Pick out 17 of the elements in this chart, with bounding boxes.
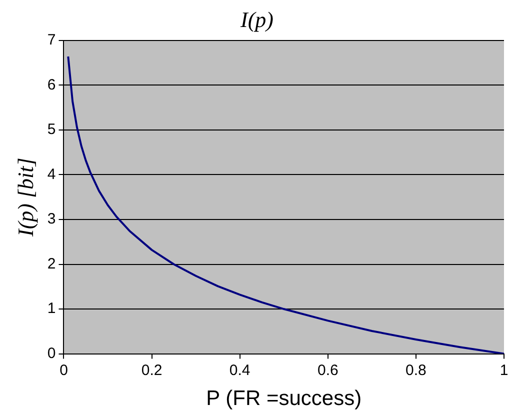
chart-title: I(p) xyxy=(240,6,274,32)
y-axis-title: I(p) [bit] xyxy=(12,158,38,238)
x-tick-label: 1 xyxy=(500,362,508,379)
x-tick-label: 0.2 xyxy=(141,362,162,379)
y-tick-label: 2 xyxy=(47,255,56,272)
x-tick-label: 0 xyxy=(60,362,68,379)
x-tick-label: 0.6 xyxy=(317,362,338,379)
x-tick-label: 0.4 xyxy=(229,362,250,379)
y-tick-label: 4 xyxy=(47,166,56,183)
y-tick-label: 5 xyxy=(47,121,56,138)
x-tick-label: 0.8 xyxy=(406,362,426,379)
y-tick-label: 7 xyxy=(47,32,56,49)
y-tick-label: 1 xyxy=(47,300,56,318)
y-tick-label: 0 xyxy=(47,344,56,362)
y-tick-label: 3 xyxy=(47,210,56,228)
y-tick-label: 6 xyxy=(47,76,56,94)
x-axis-title: P (FR =success) xyxy=(206,387,362,410)
